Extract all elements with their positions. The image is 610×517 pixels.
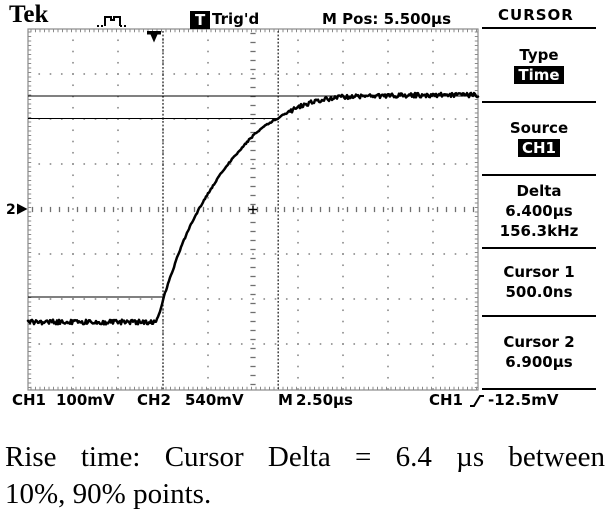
- figure-caption: Rise time: Cursor Delta = 6.4 µs between…: [0, 439, 610, 513]
- channel2-marker-arrow: [17, 203, 28, 215]
- ch2-scale-readout: 540mV: [185, 391, 244, 409]
- menu-box-delta[interactable]: Delta 6.400µs 156.3kHz: [482, 176, 596, 249]
- menu-box-cursor1[interactable]: Cursor 1 500.0ns: [482, 249, 596, 317]
- caption-line-1: Rise time: Cursor Delta = 6.4 µs between: [5, 441, 605, 473]
- graticule-canvas: [17, 28, 480, 391]
- menu-box-source[interactable]: Source CH1: [482, 103, 596, 176]
- ch1-scale-readout: 100mV: [56, 391, 115, 409]
- cursor-menu: Type Time Source CH1 Delta 6.400µs 156.3…: [482, 27, 596, 390]
- trigger-status-badge: T: [190, 10, 211, 29]
- menu-value-selected: Time: [514, 65, 564, 84]
- menu-value-secondary: 156.3kHz: [499, 222, 579, 240]
- ch2-label: CH2: [137, 391, 171, 409]
- channel2-marker-label: 2: [6, 202, 16, 218]
- caption-line-2: 10%, 90% points.: [5, 478, 212, 510]
- menu-label: Delta: [516, 182, 562, 200]
- tek-logo: Tek: [9, 1, 49, 28]
- m-pos-readout: M Pos: 5.500µs: [322, 10, 452, 28]
- menu-value: 6.400µs: [505, 202, 573, 220]
- acquisition-pulse-icon: [97, 16, 128, 27]
- trigger-level-readout: -12.5mV: [488, 391, 559, 409]
- timebase-readout: 2.50µs: [296, 391, 353, 409]
- menu-label: Cursor 1: [503, 262, 575, 281]
- timebase-label: M: [278, 391, 293, 409]
- menu-box-cursor2[interactable]: Cursor 2 6.900µs: [482, 317, 596, 390]
- menu-title: CURSOR: [498, 6, 574, 24]
- menu-value: 500.0ns: [505, 282, 573, 301]
- menu-value: 6.900µs: [505, 353, 573, 371]
- menu-label: Cursor 2: [503, 333, 575, 351]
- menu-label: Source: [509, 119, 569, 137]
- trigger-position-marker: [147, 31, 161, 43]
- rising-edge-icon: [470, 395, 484, 407]
- trigger-status-icon: T: [190, 11, 211, 29]
- waveform-trace: [26, 91, 480, 326]
- trigger-status-label: Trig'd: [212, 10, 260, 28]
- graticule-border: [27, 28, 479, 391]
- ch1-label: CH1: [12, 391, 46, 409]
- trigger-source-readout: CH1: [429, 391, 463, 409]
- menu-value-selected: CH1: [518, 139, 560, 157]
- menu-label: Type: [519, 45, 559, 64]
- menu-box-type[interactable]: Type Time: [482, 29, 596, 103]
